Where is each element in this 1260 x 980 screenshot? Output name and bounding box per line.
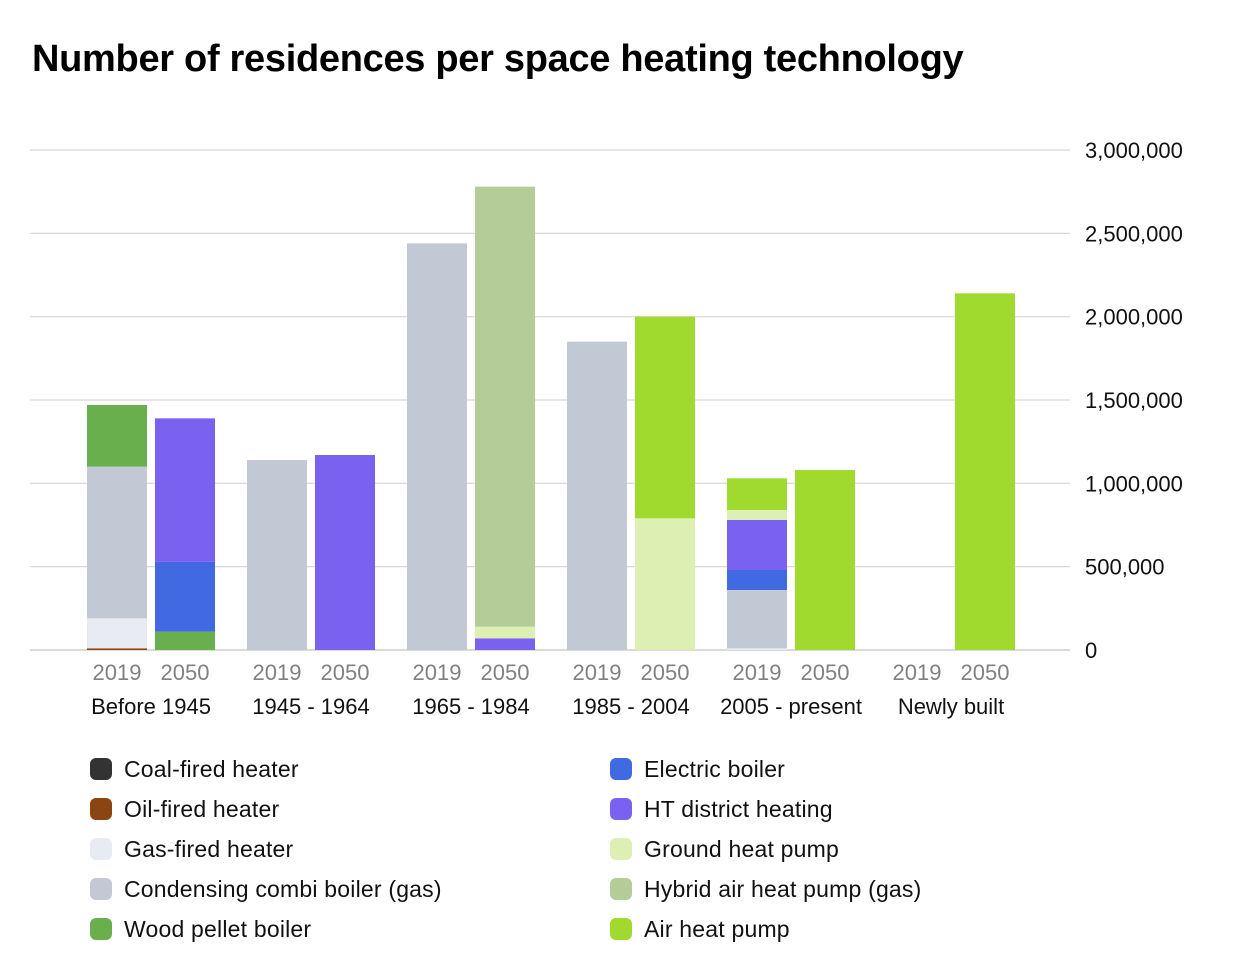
legend-label: Wood pellet boiler [124,915,312,942]
bar-segment[interactable] [727,510,787,520]
bar-segment[interactable] [87,648,147,650]
bar-segment[interactable] [87,466,147,619]
stacked-bar-chart: 0 500,000 1,000,000 1,500,000 2,000,000 2,500… [30,138,1183,719]
x-group-label: Before 1945 [91,694,211,719]
x-year-label: 2050 [801,660,850,685]
x-year-label: 2050 [641,660,690,685]
legend-label: Coal-fired heater [124,755,299,782]
bar-segment[interactable] [155,561,215,632]
y-tick-label: 1,000,000 [1085,471,1183,496]
legend-swatch [610,918,632,940]
legend-label: HT district heating [644,795,833,822]
bar-segment[interactable] [727,648,787,650]
bar-segment[interactable] [155,631,215,650]
x-year-label: 2019 [93,660,142,685]
x-group-label: 1985 - 2004 [572,694,689,719]
y-tick-label: 0 [1085,638,1097,663]
legend-item[interactable]: Hybrid air heat pump (gas) [610,875,1090,903]
legend-item[interactable]: Ground heat pump [610,835,1090,863]
legend-label: Oil-fired heater [124,795,280,822]
legend-swatch [90,798,112,820]
bar-segment[interactable] [727,478,787,510]
bar-segment[interactable] [795,470,855,650]
legend-swatch [610,798,632,820]
bar-segment[interactable] [567,341,627,650]
bar-segment[interactable] [315,455,375,650]
legend-item[interactable]: HT district heating [610,795,1090,823]
legend-item[interactable]: Wood pellet boiler [90,915,610,943]
legend-swatch [610,878,632,900]
bar-segment[interactable] [475,638,535,650]
x-year-label: 2050 [161,660,210,685]
x-group-label: 1965 - 1984 [412,694,529,719]
x-group-label: 2005 - present [720,694,862,719]
chart-title: Number of residences per space heating t… [32,38,964,80]
x-group-label: Newly built [898,694,1004,719]
y-tick-label: 500,000 [1085,555,1165,580]
legend-swatch [90,878,112,900]
bar-segment[interactable] [155,418,215,562]
legend-label: Gas-fired heater [124,835,294,862]
y-tick-label: 1,500,000 [1085,388,1183,413]
legend-item[interactable]: Oil-fired heater [90,795,610,823]
legend-swatch [610,758,632,780]
x-year-label: 2050 [321,660,370,685]
legend-item[interactable]: Gas-fired heater [90,835,610,863]
legend-label: Electric boiler [644,755,786,782]
legend-label: Hybrid air heat pump (gas) [644,875,922,902]
x-year-label: 2019 [413,660,462,685]
bar-segment[interactable] [955,293,1015,650]
x-year-label: 2019 [893,660,942,685]
bar-segment[interactable] [407,243,467,651]
bar-segment[interactable] [727,520,787,570]
bars [87,186,1015,651]
legend-item[interactable]: Coal-fired heater [90,755,610,783]
legend-item[interactable]: Electric boiler [610,755,1090,783]
bar-segment[interactable] [475,626,535,639]
bar-segment[interactable] [87,618,147,649]
legend-swatch [90,918,112,940]
bar-segment[interactable] [635,518,695,650]
bar-segment[interactable] [247,460,307,650]
legend-item[interactable]: Condensing combi boiler (gas) [90,875,610,903]
y-tick-label: 2,500,000 [1085,221,1183,246]
legend-swatch [610,838,632,860]
legend-label: Air heat pump [644,915,790,942]
x-year-label: 2050 [961,660,1010,685]
bar-segment[interactable] [727,570,787,590]
x-year-label: 2019 [733,660,782,685]
bar-segment[interactable] [635,316,695,519]
bar-segment[interactable] [475,186,535,627]
legend-swatch [90,758,112,780]
legend-label: Ground heat pump [644,835,839,862]
y-tick-label: 2,000,000 [1085,305,1183,330]
x-year-label: 2019 [573,660,622,685]
y-tick-label: 3,000,000 [1085,138,1183,163]
bar-segment[interactable] [87,405,147,467]
bar-segment[interactable] [727,590,787,649]
legend-label: Condensing combi boiler (gas) [124,875,442,902]
legend-swatch [90,838,112,860]
axis-labels: 0 500,000 1,000,000 1,500,000 2,000,000 2,500… [91,138,1183,719]
x-year-label: 2050 [481,660,530,685]
legend-item[interactable]: Air heat pump [610,915,1090,943]
legend: Coal-fired heater Electric boiler Oil-fire… [90,755,1090,943]
x-year-label: 2019 [253,660,302,685]
x-group-label: 1945 - 1964 [252,694,369,719]
